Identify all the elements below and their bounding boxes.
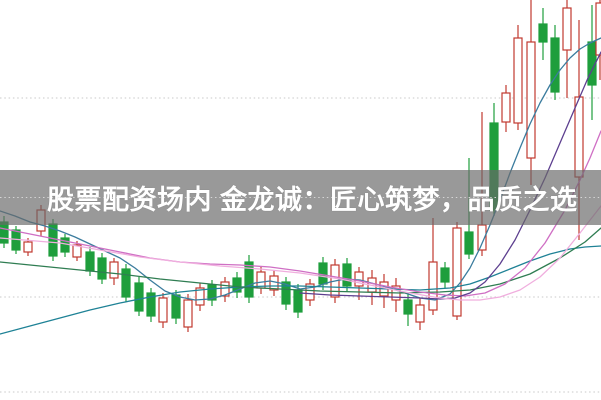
candle-body-down [146,292,156,317]
candle-body-up [305,283,315,301]
candle-body-down [97,257,107,280]
candle-body-down [440,267,450,283]
candle-body-down [403,299,413,315]
candle-body-up [183,299,193,328]
candle-body-down [207,284,217,301]
candle-body-down [244,261,254,298]
candle-body-up [23,241,33,253]
ma-lightpink [0,205,601,301]
ma-slow-darkcyan [0,245,601,335]
candle-body-up [415,304,425,323]
candle-body-up [195,287,205,306]
ma-magenta [0,130,601,297]
candle-body-down [134,282,144,312]
candle-body-down [0,221,9,244]
candle-body-down [550,37,560,93]
candle-body-down [538,23,548,43]
candle-body-down [121,268,131,298]
candle-body-up [574,96,584,178]
candle-body-up [501,92,511,123]
candle-body-down [342,263,352,287]
candle-body-up [158,297,168,323]
ma-fast-slate [0,37,601,301]
candle-body-up [354,271,364,287]
candle-body-up [513,37,523,124]
banner-overlay [0,170,601,225]
candle-body-up [220,281,230,297]
candle-body-up [428,261,438,311]
candle-body-up [595,2,601,56]
candle-body-down [318,262,328,285]
candle-body-up [72,244,82,258]
candle-body-up [109,261,119,279]
candle-body-down [85,251,95,272]
candle-body-down [171,294,181,319]
ma-darkgreen [0,227,601,294]
candle-body-down [464,231,474,255]
candle-body-up [526,41,536,159]
candle-body-down [281,281,291,305]
candle-body-up [452,227,462,317]
candle-body-up [562,7,572,51]
candle-body-down [232,277,242,293]
ma-purple [299,51,601,300]
